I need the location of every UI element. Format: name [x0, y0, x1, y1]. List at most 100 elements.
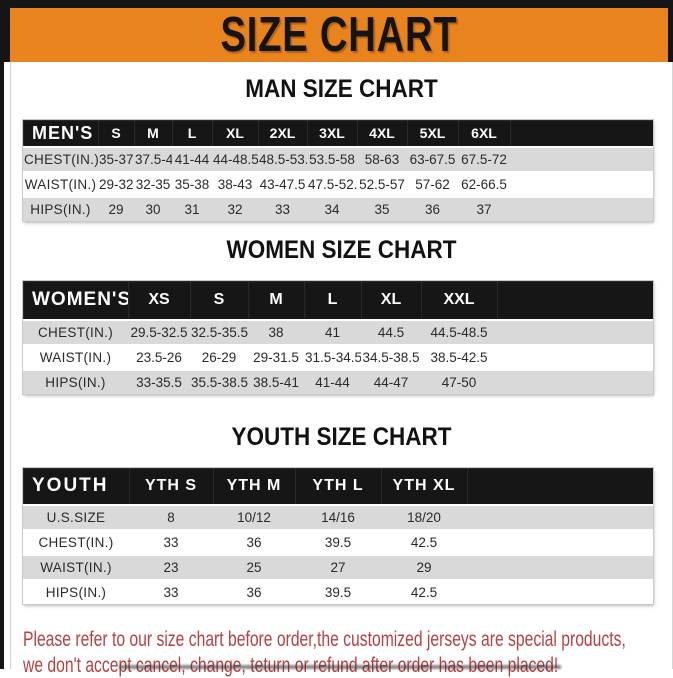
- size-value-cell: 41-44: [304, 369, 361, 394]
- size-column-header: YTH M: [213, 468, 295, 505]
- size-value-cell: 31.5-34.5: [304, 344, 361, 370]
- size-value-cell: 42.5: [381, 579, 467, 604]
- size-value-cell: 30: [134, 196, 172, 221]
- size-column-header: S: [98, 120, 134, 147]
- filler-cell: [467, 529, 653, 555]
- size-value-cell: 44.5: [361, 319, 421, 345]
- bottom-border-smear: [119, 665, 561, 669]
- size-value-cell: 53.5-58: [307, 146, 357, 172]
- size-column-header: XL: [361, 281, 421, 320]
- size-value-cell: 29.5-32.5: [128, 319, 190, 345]
- size-value-cell: 33: [258, 196, 307, 221]
- size-value-cell: 37: [458, 196, 510, 221]
- size-column-header: XS: [128, 281, 190, 320]
- size-value-cell: 29: [381, 554, 467, 580]
- row-label: CHEST(IN.): [23, 319, 128, 345]
- row-label: WAIST(IN.): [23, 554, 129, 580]
- filler-cell: [497, 319, 653, 345]
- size-value-cell: 10/12: [213, 504, 295, 530]
- row-label: WAIST(IN.): [23, 344, 128, 370]
- size-value-cell: 58-63: [357, 146, 407, 172]
- table-corner-label: YOUTH: [23, 468, 129, 505]
- filler-cell: [467, 504, 653, 530]
- size-value-cell: 44.5-48.5: [421, 319, 497, 345]
- size-value-cell: 67.5-72: [458, 146, 510, 172]
- table-corner-label: WOMEN'S: [23, 281, 128, 320]
- top-border-strip: [4, 0, 673, 8]
- table-row: WAIST(IN.) 23.5-26 26-29 29-31.5 31.5-34.5 34…: [23, 344, 653, 370]
- page-title: SIZE CHART: [220, 7, 458, 62]
- size-value-cell: 32-35: [134, 171, 172, 197]
- size-value-cell: 36: [407, 196, 458, 221]
- size-value-cell: 39.5: [295, 529, 381, 555]
- row-label: U.S.SIZE: [23, 504, 129, 530]
- disclaimer-text: Please refer to our size chart before or…: [23, 626, 626, 678]
- size-value-cell: 38: [248, 319, 304, 345]
- filler-cell: [510, 171, 653, 197]
- size-value-cell: 44-48.5: [212, 146, 258, 172]
- size-value-cell: 35-37.5: [98, 146, 134, 172]
- table-corner-label: MEN'S: [23, 120, 98, 147]
- table-row: HIPS(IN.) 33 36 39.5 42.5: [23, 579, 653, 604]
- size-column-header: 5XL: [407, 120, 458, 147]
- size-value-cell: 23: [129, 554, 213, 580]
- content-panel: MAN SIZE CHART MEN'S S M L XL 2XL 3XL 4XL 5XL 6XL…: [10, 62, 673, 677]
- size-value-cell: 43-47.5: [258, 171, 307, 197]
- size-value-cell: 33: [129, 529, 213, 555]
- table-row: HIPS(IN.) 29 30 31 32 33 34 35 36 37: [23, 196, 653, 221]
- disclaimer-line-1: Please refer to our size chart before or…: [23, 627, 626, 651]
- size-value-cell: 26-29: [190, 344, 248, 370]
- filler-header-cell: [510, 120, 653, 147]
- table-row: WAIST(IN.) 23 25 27 29: [23, 554, 653, 580]
- size-column-header: XXL: [421, 281, 497, 320]
- size-value-cell: 34: [307, 196, 357, 221]
- youth-size-table: YOUTH YTH S YTH M YTH L YTH XL U.S.SIZE 8 10/12…: [23, 468, 653, 604]
- row-label: HIPS(IN.): [23, 196, 98, 221]
- filler-cell: [497, 344, 653, 370]
- size-value-cell: 29: [98, 196, 134, 221]
- section-heading-women: WOMEN SIZE CHART: [226, 236, 457, 264]
- size-value-cell: 37.5-41: [134, 146, 172, 172]
- banner: SIZE CHART: [4, 8, 673, 62]
- size-column-header: M: [134, 120, 172, 147]
- size-value-cell: 35.5-38.5: [190, 369, 248, 394]
- size-value-cell: 32: [212, 196, 258, 221]
- size-value-cell: 44-47: [361, 369, 421, 394]
- size-value-cell: 25: [213, 554, 295, 580]
- size-value-cell: 63-67.5: [407, 146, 458, 172]
- size-value-cell: 32.5-35.5: [190, 319, 248, 345]
- filler-cell: [467, 579, 653, 604]
- row-label: HIPS(IN.): [23, 369, 128, 394]
- row-label: WAIST(IN.): [23, 171, 98, 197]
- row-label: CHEST(IN.): [23, 146, 98, 172]
- size-value-cell: 33: [129, 579, 213, 604]
- men-size-table: MEN'S S M L XL 2XL 3XL 4XL 5XL 6XL CHEST(IN.) 35-37…: [23, 120, 653, 221]
- size-column-header: YTH XL: [381, 468, 467, 505]
- filler-cell: [497, 369, 653, 394]
- filler-cell: [510, 146, 653, 172]
- size-value-cell: 42.5: [381, 529, 467, 555]
- size-value-cell: 35-38: [172, 171, 212, 197]
- size-value-cell: 48.5-53.5: [258, 146, 307, 172]
- size-column-header: XL: [212, 120, 258, 147]
- size-value-cell: 31: [172, 196, 212, 221]
- size-value-cell: 39.5: [295, 579, 381, 604]
- filler-cell: [467, 554, 653, 580]
- size-value-cell: 29-32: [98, 171, 134, 197]
- size-value-cell: 62-66.5: [458, 171, 510, 197]
- table-row: U.S.SIZE 8 10/12 14/16 18/20: [23, 504, 653, 530]
- size-column-header: L: [304, 281, 361, 320]
- table-row: CHEST(IN.) 29.5-32.5 32.5-35.5 38 41 44.5 44.5…: [23, 319, 653, 345]
- size-value-cell: 38.5-41: [248, 369, 304, 394]
- filler-header-cell: [497, 281, 653, 320]
- size-column-header: L: [172, 120, 212, 147]
- size-column-header: M: [248, 281, 304, 320]
- size-value-cell: 29-31.5: [248, 344, 304, 370]
- size-value-cell: 8: [129, 504, 213, 530]
- size-value-cell: 36: [213, 579, 295, 604]
- size-value-cell: 34.5-38.5: [361, 344, 421, 370]
- size-column-header: 3XL: [307, 120, 357, 147]
- size-column-header: 4XL: [357, 120, 407, 147]
- size-value-cell: 47-50: [421, 369, 497, 394]
- row-label: HIPS(IN.): [23, 579, 129, 604]
